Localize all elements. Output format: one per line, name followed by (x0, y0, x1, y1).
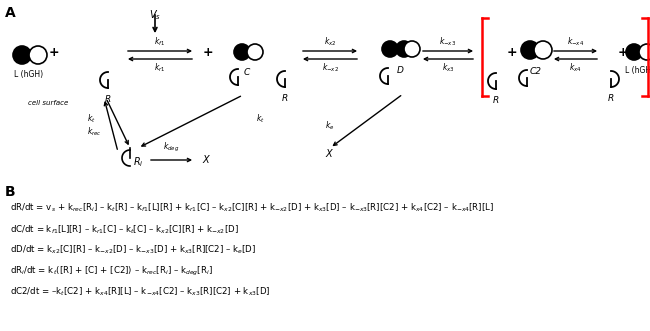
Text: dR/dt = v$_s$ + k$_{rec}$[R$_i$] – k$_t$[R] – k$_{f1}$[L][R] + k$_{r1}$[C] – k$_: dR/dt = v$_s$ + k$_{rec}$[R$_i$] – k$_t$… (10, 202, 494, 214)
Text: C2: C2 (530, 67, 542, 76)
Circle shape (534, 41, 552, 59)
Text: dR$_i$/dt = k$_t$([R] + [C] + [C2]) – k$_{rec}$[R$_i$] – k$_{deg}$[R$_i$]: dR$_i$/dt = k$_t$([R] + [C] + [C2]) – k$… (10, 265, 213, 278)
Text: R: R (493, 96, 499, 105)
Text: L (hGH): L (hGH) (625, 66, 650, 75)
Text: +: + (618, 45, 629, 59)
Text: +: + (507, 45, 517, 59)
Text: A: A (5, 6, 16, 20)
Text: $k_{-x4}$: $k_{-x4}$ (567, 35, 584, 48)
Circle shape (404, 41, 420, 57)
Circle shape (396, 41, 412, 57)
Text: R: R (105, 95, 111, 104)
Circle shape (382, 41, 398, 57)
Circle shape (234, 44, 250, 60)
Text: L (hGH): L (hGH) (14, 70, 44, 79)
Text: D: D (396, 66, 404, 75)
Text: +: + (49, 45, 59, 59)
Text: $k_e$: $k_e$ (325, 120, 335, 132)
Text: R: R (282, 94, 288, 103)
Text: $k_{-x2}$: $k_{-x2}$ (322, 62, 339, 74)
Circle shape (247, 44, 263, 60)
Circle shape (639, 44, 650, 60)
Text: cell surface: cell surface (28, 100, 68, 106)
Text: $R_i$: $R_i$ (133, 155, 144, 169)
Text: C: C (244, 68, 250, 77)
Text: +: + (203, 45, 213, 59)
Circle shape (521, 41, 539, 59)
Text: $k_{-x3}$: $k_{-x3}$ (439, 35, 456, 48)
Text: $k_{r1}$: $k_{r1}$ (154, 62, 166, 74)
Circle shape (13, 46, 31, 64)
Text: dD/dt = k$_{x2}$[C][R] – k$_{-x2}$[D] – k$_{-x3}$[D] + k$_{x3}$[R][C2] – k$_e$[D: dD/dt = k$_{x2}$[C][R] – k$_{-x2}$[D] – … (10, 244, 256, 257)
Text: $k_{x3}$: $k_{x3}$ (442, 62, 454, 74)
Text: $k_{x2}$: $k_{x2}$ (324, 35, 336, 48)
Text: R: R (608, 94, 614, 103)
Circle shape (29, 46, 47, 64)
Text: $k_t$: $k_t$ (256, 113, 265, 125)
Text: X: X (202, 155, 209, 165)
Text: $k_{f1}$: $k_{f1}$ (155, 35, 166, 48)
Text: $k_t$: $k_t$ (87, 113, 96, 125)
Text: B: B (5, 185, 16, 199)
Text: dC2/dt = –k$_t$[C2] + k$_{x4}$[R][L] – k$_{-x4}$[C2] – k$_{x3}$[R][C2] + k$_{x3}: dC2/dt = –k$_t$[C2] + k$_{x4}$[R][L] – k… (10, 286, 270, 299)
Text: X: X (325, 149, 332, 159)
Text: $k_{x4}$: $k_{x4}$ (569, 62, 582, 74)
Circle shape (626, 44, 642, 60)
Text: $k_{deg}$: $k_{deg}$ (163, 141, 179, 154)
Text: $k_{rec}$: $k_{rec}$ (87, 126, 102, 138)
Text: dC/dt = k$_{f1}$[L][R] – k$_{r1}$[C] – k$_t$[C] – k$_{x2}$[C][R] + k$_{-x2}$[D]: dC/dt = k$_{f1}$[L][R] – k$_{r1}$[C] – k… (10, 223, 239, 235)
Text: $V_s$: $V_s$ (149, 8, 161, 22)
